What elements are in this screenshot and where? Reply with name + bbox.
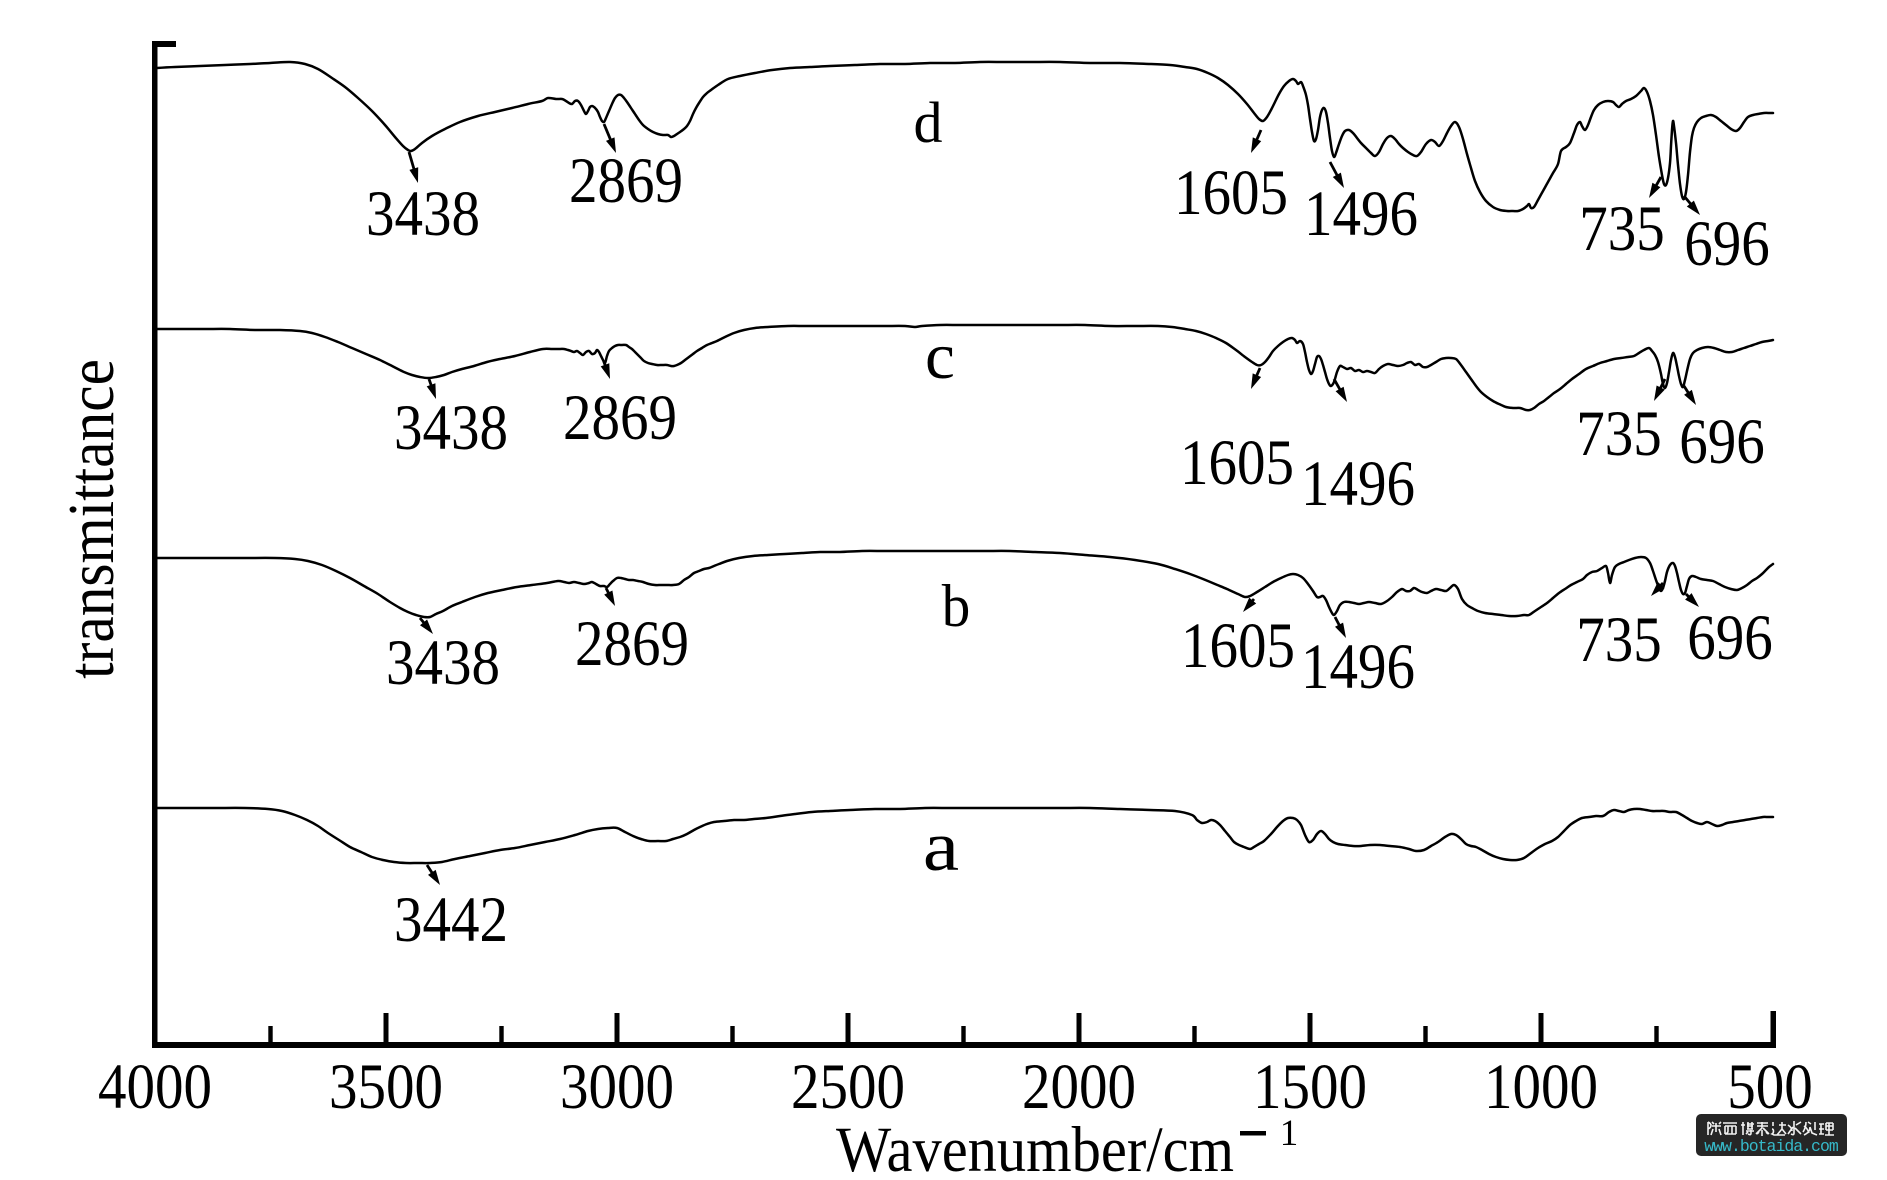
svg-text:735: 735 <box>1576 399 1661 470</box>
svg-text:2500: 2500 <box>791 1052 905 1123</box>
svg-text:1496: 1496 <box>1301 449 1415 520</box>
svg-text:696: 696 <box>1679 407 1764 478</box>
svg-text:c: c <box>925 321 955 393</box>
svg-text:1605: 1605 <box>1181 611 1295 682</box>
svg-text:735: 735 <box>1576 605 1661 676</box>
svg-text:1000: 1000 <box>1484 1052 1598 1123</box>
svg-text:696: 696 <box>1684 209 1769 280</box>
svg-text:4000: 4000 <box>98 1052 212 1123</box>
svg-text:www.botaida.com: www.botaida.com <box>1704 1137 1839 1156</box>
svg-text:a: a <box>923 807 959 886</box>
svg-text:3500: 3500 <box>329 1052 443 1123</box>
svg-text:3438: 3438 <box>394 393 508 464</box>
svg-text:2869: 2869 <box>569 146 683 217</box>
svg-text:d: d <box>914 90 943 155</box>
svg-text:2869: 2869 <box>563 383 677 454</box>
svg-text:1605: 1605 <box>1174 158 1288 229</box>
svg-text:1500: 1500 <box>1253 1052 1367 1123</box>
svg-text:Wavenumber/cm: Wavenumber/cm <box>836 1114 1234 1180</box>
svg-text:735: 735 <box>1579 194 1664 265</box>
svg-text:3438: 3438 <box>386 628 500 699</box>
svg-text:transmittance: transmittance <box>54 359 128 679</box>
svg-text:2000: 2000 <box>1022 1052 1136 1123</box>
svg-text:2869: 2869 <box>575 609 689 680</box>
svg-text:3442: 3442 <box>394 885 508 956</box>
svg-text:b: b <box>942 573 970 640</box>
svg-text:1496: 1496 <box>1301 632 1415 703</box>
svg-text:3000: 3000 <box>560 1052 674 1123</box>
svg-text:1: 1 <box>1280 1113 1299 1154</box>
svg-text:1605: 1605 <box>1180 428 1294 499</box>
svg-text:3438: 3438 <box>366 179 480 250</box>
svg-text:500: 500 <box>1727 1052 1812 1123</box>
svg-text:1496: 1496 <box>1304 179 1418 250</box>
svg-text:696: 696 <box>1687 603 1772 674</box>
